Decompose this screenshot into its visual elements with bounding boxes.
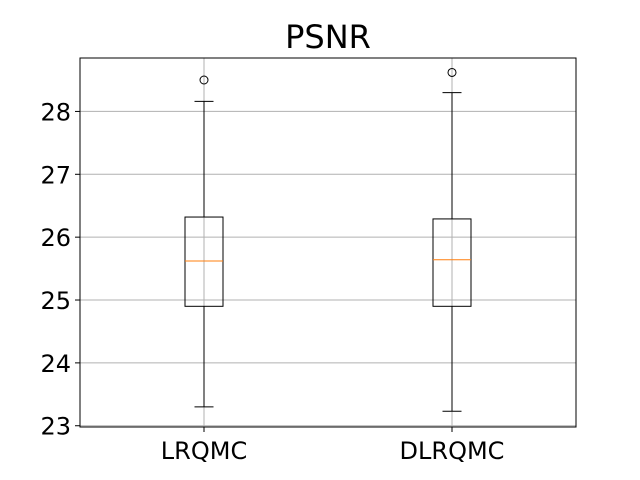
y-tick-label: 24	[40, 350, 71, 378]
tick-labels: 23 24 25 26 27 28 LRQMC DLRQMC	[40, 98, 504, 465]
iqr-box	[432, 218, 472, 307]
outlier-point	[447, 67, 457, 77]
box-dlrqmc	[432, 67, 472, 412]
x-tick-label: LRQMC	[161, 437, 247, 465]
y-tick-label: 26	[40, 224, 71, 252]
outlier-point	[199, 75, 209, 85]
plot-frame	[79, 57, 577, 428]
box-lrqmc	[184, 75, 224, 408]
chart-title: PSNR	[285, 18, 371, 56]
y-tick-label: 23	[40, 413, 71, 441]
y-tick-label: 28	[40, 98, 71, 126]
y-tick-label: 25	[40, 287, 71, 315]
y-tick-label: 27	[40, 161, 71, 189]
boxes	[184, 67, 472, 412]
grid-lines	[80, 58, 576, 427]
iqr-box	[184, 216, 224, 307]
x-tick-label: DLRQMC	[400, 437, 505, 465]
